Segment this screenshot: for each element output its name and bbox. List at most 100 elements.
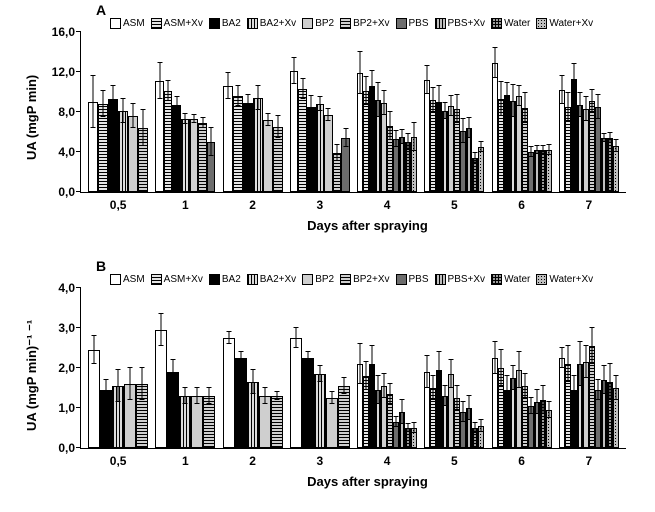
x-tick-label: 1 [182,448,189,468]
error-line [481,420,482,432]
error-line [247,95,248,111]
legend-swatch [110,274,121,285]
legend-swatch [209,18,220,29]
x-tick-label: 7 [586,192,593,212]
error-line [202,118,203,128]
bar [235,358,247,448]
error-line [494,342,495,374]
error-line [366,362,367,390]
error-line [173,360,174,384]
error-line [294,58,295,84]
error-line [378,376,379,404]
bar [290,338,302,448]
error-line [457,386,458,410]
bar [271,396,283,448]
error-line [295,328,296,348]
bar [263,120,273,192]
legend-item: BP2+Xv [340,18,389,29]
error-line [185,388,186,404]
y-tick-label: 3,0 [58,321,81,335]
legend-label: PBS+Xv [448,18,486,29]
legend-swatch [491,274,502,285]
ylabel-b: UA (mgP min)⁻¹ ⁻¹ [24,320,40,431]
ylabel-a: UA (mgP min) [24,75,39,160]
error-line [267,114,268,126]
legend-swatch [302,18,313,29]
error-line [337,145,338,161]
error-line [142,368,143,400]
legend-label: PBS [409,274,429,285]
legend-swatch [396,18,407,29]
error-line [567,346,568,382]
error-line [548,402,549,418]
error-line [475,423,476,433]
legend-swatch [396,274,407,285]
x-tick-label: 5 [451,192,458,212]
legend-label: BP2+Xv [353,274,389,285]
x-tick-label: 2 [249,192,256,212]
error-line [372,71,373,101]
error-line [384,374,385,398]
legend-item: Water [491,274,530,285]
bar [324,115,333,192]
bar [302,358,314,448]
error-line [579,93,580,117]
legend-label: BA2 [222,18,241,29]
error-line [615,140,616,152]
legend-swatch [491,18,502,29]
error-line [408,134,409,150]
error-line [118,370,119,402]
error-line [433,376,434,400]
legend-swatch [340,18,351,29]
x-tick-label: 0,5 [110,448,127,468]
error-line [609,364,610,400]
y-tick-label: 0,0 [58,441,81,455]
error-line [615,376,616,400]
error-line [451,96,452,116]
error-line [130,368,131,400]
bar [253,98,263,192]
x-tick-label: 2 [249,448,256,468]
bar [181,119,190,192]
error-line [494,48,495,78]
bar [155,330,167,448]
error-line [228,332,229,344]
x-tick-label: 6 [518,192,525,212]
bar [223,338,235,448]
error-line [197,388,198,404]
x-tick-label: 3 [317,448,324,468]
legend-swatch [151,18,162,29]
error-line [123,99,124,123]
error-line [307,352,308,364]
legend-swatch [340,274,351,285]
error-line [469,396,470,420]
error-line [240,352,241,364]
error-line [185,114,186,124]
y-tick-label: 4,0 [58,281,81,295]
bar [88,350,100,448]
y-tick-label: 4,0 [58,145,81,159]
error-line [506,83,507,107]
error-line [524,374,525,398]
legend-swatch [110,18,121,29]
x-tick-label: 6 [518,448,525,468]
error-line [573,64,574,94]
error-line [360,344,361,384]
error-line [264,388,265,404]
error-line [384,91,385,115]
bar [164,91,173,192]
panel-b-label: B [96,258,106,274]
error-line [252,370,253,394]
bars-b [81,288,626,448]
legend-swatch [435,274,446,285]
error-line [143,110,144,146]
bar [172,105,181,192]
x-tick-label: 0,5 [110,192,127,212]
legend-swatch [435,18,446,29]
plot-b: 0,01,02,03,04,00,51234567 [80,288,626,449]
legend-item: ASM [110,18,145,29]
y-tick-label: 1,0 [58,401,81,415]
bar [108,99,118,192]
bar [118,111,128,192]
error-line [427,66,428,94]
